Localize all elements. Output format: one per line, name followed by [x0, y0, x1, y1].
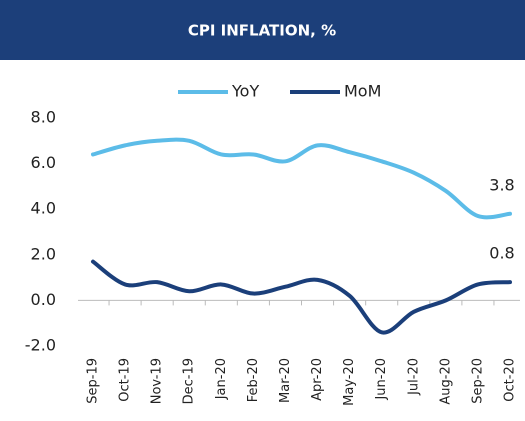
data-label: 3.8 [489, 175, 514, 194]
x-tick-label: Jun-20 [374, 358, 389, 401]
y-tick-label: 4.0 [31, 199, 56, 218]
y-tick-label: 6.0 [31, 153, 56, 172]
y-tick-label: 0.0 [31, 290, 56, 309]
x-tick-label: Dec-19 [182, 358, 197, 404]
legend-label: YoY [231, 82, 259, 101]
x-tick-label: Jul-20 [406, 358, 421, 396]
y-tick-label: -2.0 [25, 336, 56, 355]
legend-label: MoM [344, 82, 381, 101]
x-tick-label: Oct-20 [503, 358, 518, 402]
x-tick-label: Sep-19 [86, 358, 101, 404]
x-tick-label: Jan-20 [214, 358, 229, 400]
x-tick-label: Sep-20 [470, 358, 485, 404]
x-tick-label: Feb-20 [246, 358, 261, 402]
x-tick-label: Mar-20 [278, 358, 293, 403]
line-series [91, 259, 512, 335]
x-tick-label: Oct-19 [118, 358, 133, 402]
x-tick-label: May-20 [342, 358, 357, 406]
line-series [91, 137, 512, 220]
x-tick-label: Apr-20 [310, 358, 325, 401]
data-label: 0.8 [489, 244, 514, 263]
title-banner [0, 0, 525, 60]
x-tick-label: Nov-19 [150, 358, 165, 404]
y-tick-label: 2.0 [31, 244, 56, 263]
chart-title: CPI INFLATION, % [188, 22, 336, 40]
x-tick-label: Aug-20 [438, 358, 453, 405]
y-tick-label: 8.0 [31, 108, 56, 127]
